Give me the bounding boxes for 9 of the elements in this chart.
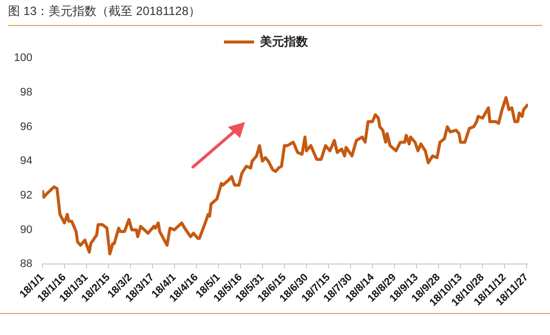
y-tick-label: 92 [20,189,32,202]
y-tick-label: 96 [20,120,32,133]
legend-label: 美元指数 [259,34,309,48]
y-tick-label: 94 [20,155,32,168]
y-tick-label: 90 [20,224,32,236]
y-tick-label: 100 [14,52,32,64]
chart-title: 图 13：美元指数（截至 20181128） [8,3,542,26]
y-tick-label: 88 [20,258,32,270]
y-tick-label: 98 [20,86,32,98]
